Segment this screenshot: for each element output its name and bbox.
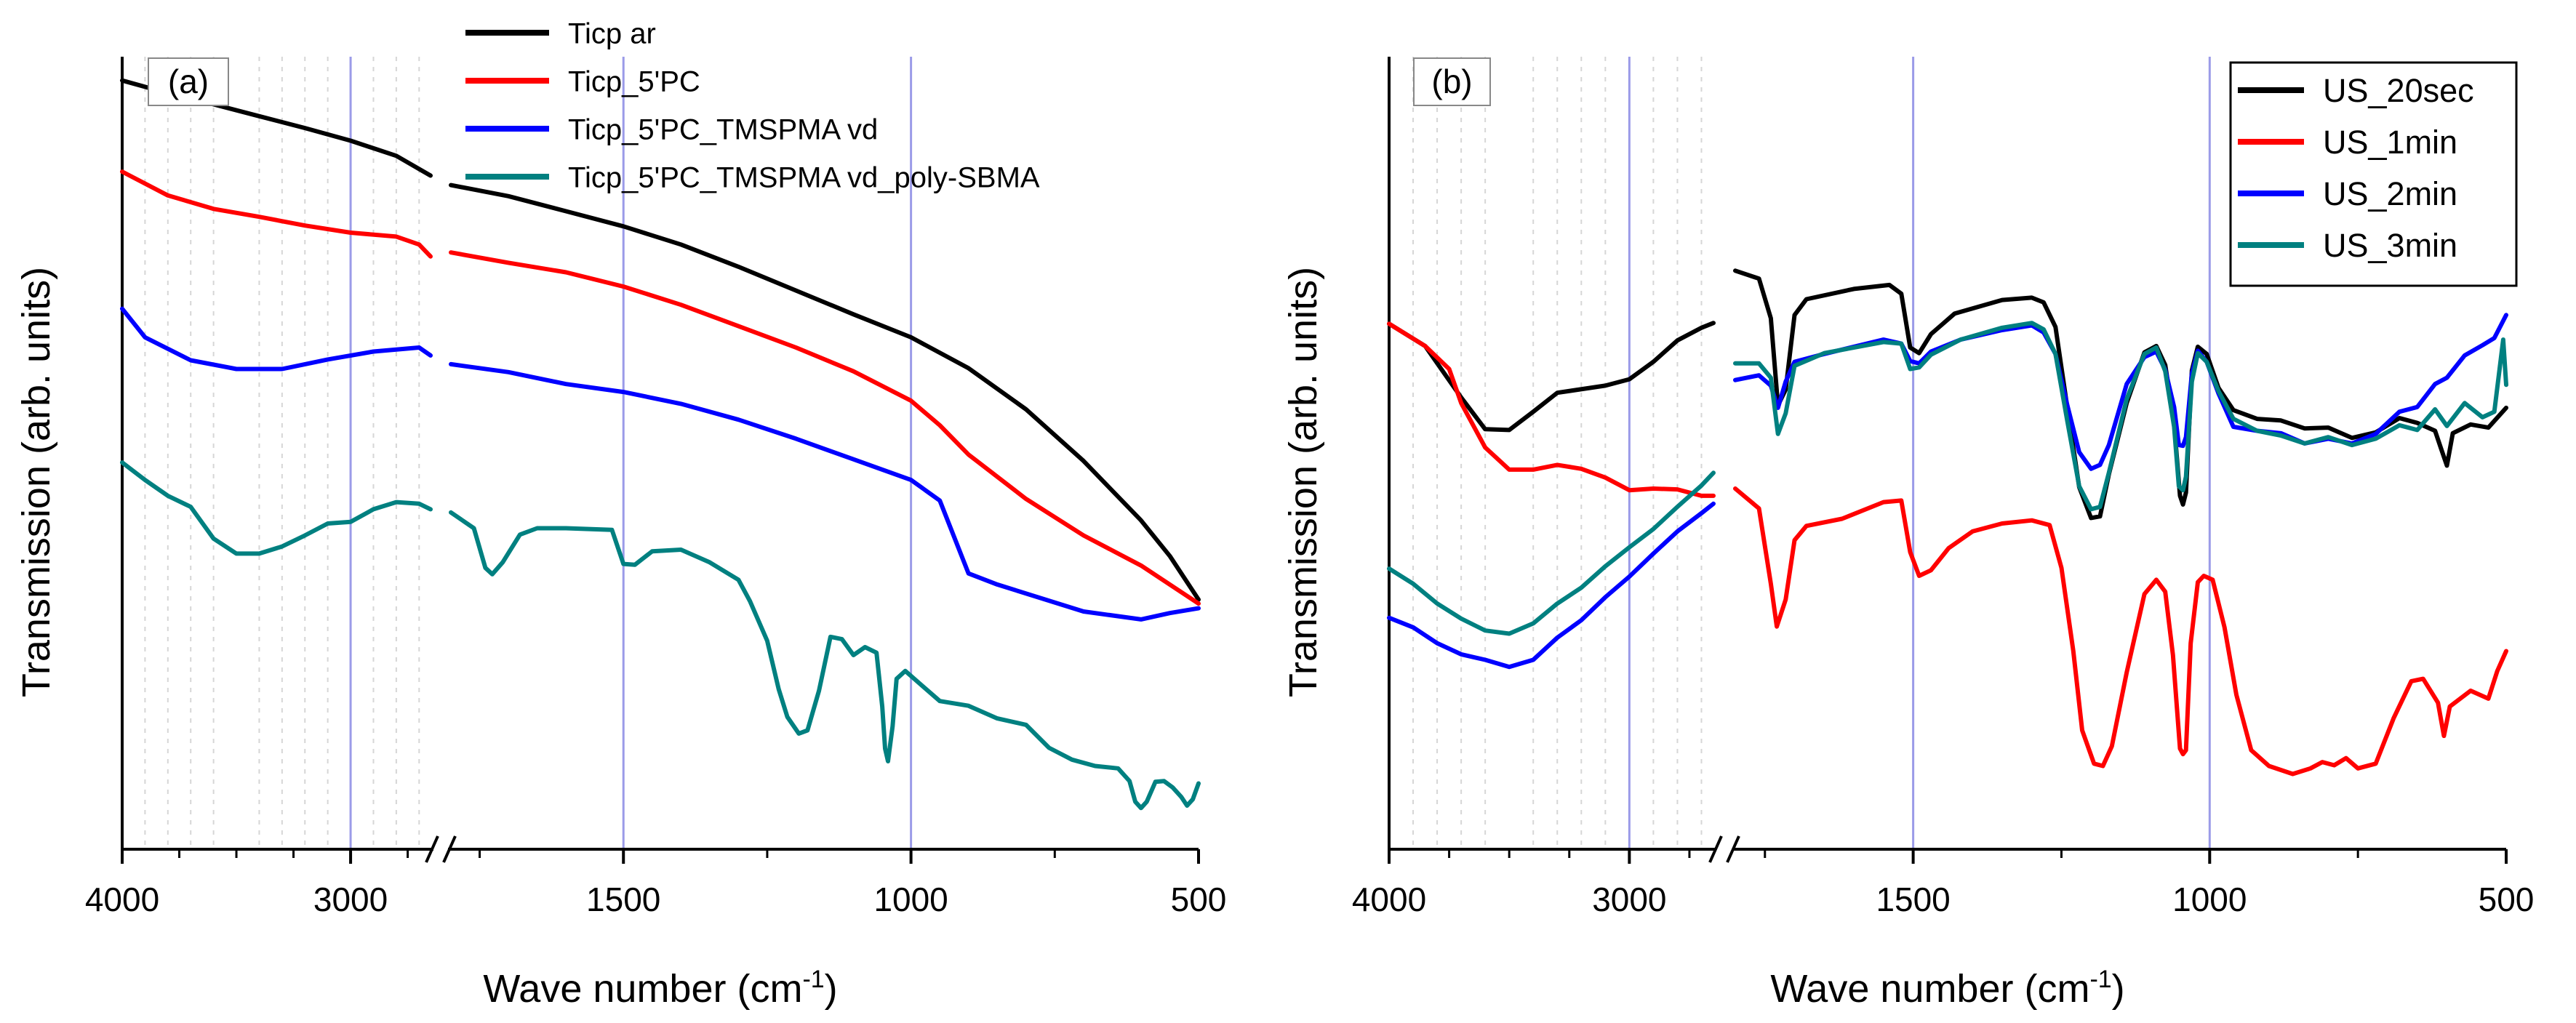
axis-break-mark bbox=[442, 835, 457, 863]
x-tick-label: 3000 bbox=[313, 880, 388, 918]
x-tick-label: 1500 bbox=[586, 880, 660, 918]
legend: Ticp ar Ticp_5'PC Ticp_5'PC_TMSPMA vd Ticp_… bbox=[465, 17, 1040, 193]
panel-label: (a) bbox=[168, 63, 209, 100]
x-tick-label: 1500 bbox=[1876, 880, 1950, 918]
axis-break-mark bbox=[425, 835, 439, 863]
axis-break-mark bbox=[1726, 835, 1740, 863]
series-line-ticp-5-pc-tmspma-vd bbox=[120, 306, 1201, 622]
x-axis-title: Wave number (cm-1) bbox=[483, 966, 837, 1011]
series-line-us-3min bbox=[1387, 321, 2508, 636]
chart-panel-b: 4000 3000 1500 1000 500 US_20sec US_1min US_2mi… bbox=[1281, 57, 2534, 1011]
series-line-us-1min bbox=[1387, 321, 2508, 777]
y-axis-title: Transmission (arb. units) bbox=[15, 267, 58, 697]
x-tick-label: 4000 bbox=[85, 880, 159, 918]
series-line-us-2min bbox=[1387, 313, 2508, 670]
chart-panel-a: 4000 3000 1500 1000 500 Ticp ar Ticp_5'PC Ticp_… bbox=[15, 17, 1226, 1011]
panel-label-box bbox=[148, 57, 229, 106]
legend-label: Ticp_5'PC_TMSPMA vd_poly-SBMA bbox=[568, 161, 1040, 193]
x-axis-title-close: ) bbox=[825, 967, 838, 1011]
x-tick-label: 500 bbox=[1171, 880, 1227, 918]
panel-label: (b) bbox=[1431, 63, 1472, 100]
x-axis-title-superscript: -1 bbox=[2089, 966, 2111, 993]
x-tick-label: 500 bbox=[2479, 880, 2535, 918]
series-line-ticp-5-pc bbox=[120, 169, 1201, 606]
series-line-ticp-5-pc-tmspma-vd-poly-sbma bbox=[120, 460, 1201, 811]
x-axis-title: Wave number (cm-1) bbox=[1770, 966, 2124, 1011]
x-axis-title-close: ) bbox=[2112, 967, 2125, 1011]
legend-label: Ticp_5'PC_TMSPMA vd bbox=[568, 113, 878, 145]
panel-label-box bbox=[1413, 57, 1491, 106]
x-tick-label: 3000 bbox=[1592, 880, 1666, 918]
x-tick-label: 1000 bbox=[2172, 880, 2247, 918]
axis-break-mark bbox=[1708, 835, 1723, 863]
legend-label: Ticp_5'PC bbox=[568, 65, 700, 97]
series-line-us-20sec bbox=[1387, 268, 2508, 521]
x-axis-title-main: Wave number (cm bbox=[1770, 967, 2089, 1011]
x-tick-label: 1000 bbox=[873, 880, 948, 918]
legend-label: Ticp ar bbox=[568, 17, 656, 49]
legend-label: US_20sec bbox=[2323, 72, 2474, 109]
x-axis-title-superscript: -1 bbox=[802, 966, 824, 993]
y-axis-title: Transmission (arb. units) bbox=[1281, 267, 1325, 697]
legend-label: US_2min bbox=[2323, 175, 2457, 212]
x-axis-title-main: Wave number (cm bbox=[483, 967, 802, 1011]
x-tick-label: 4000 bbox=[1352, 880, 1426, 918]
legend: US_20sec US_1min US_2min US_3min bbox=[2229, 61, 2518, 287]
legend-label: US_3min bbox=[2323, 227, 2457, 264]
legend-label: US_1min bbox=[2323, 124, 2457, 161]
legend-box bbox=[2229, 61, 2518, 287]
series-line-ticp-ar bbox=[120, 78, 1201, 602]
